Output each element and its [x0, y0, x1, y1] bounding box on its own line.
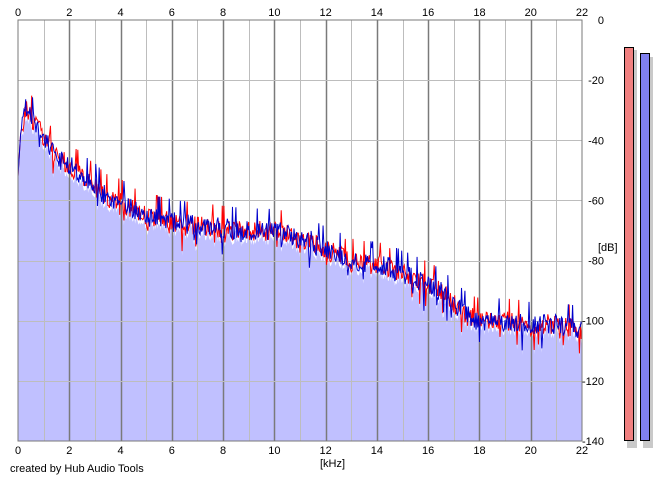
- x-tick-label-bottom: 6: [169, 445, 175, 457]
- x-tick-labels-bottom: 0 2 4 6 8 10 12 14 16 18 20 22: [15, 445, 588, 457]
- level-meter-right: [640, 53, 650, 441]
- x-tick-label-top: 14: [371, 7, 383, 19]
- x-tick-label-top: 2: [66, 7, 72, 19]
- x-tick-label-bottom: 16: [422, 445, 434, 457]
- x-tick-label-bottom: 14: [371, 445, 383, 457]
- y-tick-label: -80: [588, 256, 604, 268]
- y-tick-labels: 0 -20 -40 -60 -80 -100 -120 -140: [582, 15, 604, 448]
- x-tick-label-top: 20: [525, 7, 537, 19]
- x-tick-label-bottom: 12: [320, 445, 332, 457]
- x-tick-label-bottom: 18: [473, 445, 485, 457]
- x-tick-label-bottom: 22: [576, 445, 588, 457]
- x-tick-label-bottom: 0: [15, 445, 21, 457]
- y-tick-label: -60: [588, 195, 604, 207]
- y-tick-label: -40: [588, 135, 604, 147]
- y-tick-label: -140: [582, 436, 604, 448]
- x-tick-label-top: 10: [268, 7, 280, 19]
- x-tick-label-top: 0: [15, 7, 21, 19]
- x-tick-label-bottom: 4: [117, 445, 123, 457]
- x-tick-labels-top: 0 2 4 6 8 10 12 14 16 18 20 22: [15, 7, 588, 19]
- x-tick-label-top: 12: [320, 7, 332, 19]
- y-tick-label: 0: [598, 15, 604, 27]
- x-tick-label-top: 22: [576, 7, 588, 19]
- level-meter-left: [624, 47, 634, 441]
- x-tick-label-top: 4: [117, 7, 123, 19]
- x-tick-label-top: 6: [169, 7, 175, 19]
- y-tick-label: -100: [582, 316, 604, 328]
- x-axis-label: [kHz]: [320, 458, 345, 470]
- x-tick-label-bottom: 8: [220, 445, 226, 457]
- y-tick-label: -20: [588, 75, 604, 87]
- x-tick-label-top: 16: [422, 7, 434, 19]
- x-tick-label-top: 8: [220, 7, 226, 19]
- x-tick-label-bottom: 10: [268, 445, 280, 457]
- credit-text: created by Hub Audio Tools: [10, 463, 144, 475]
- plot-border: [17, 19, 583, 442]
- y-axis-label: [dB]: [598, 242, 618, 254]
- series-line-blue: [17, 97, 583, 351]
- x-tick-label-top: 18: [473, 7, 485, 19]
- x-tick-label-bottom: 20: [525, 445, 537, 457]
- x-tick-label-bottom: 2: [66, 445, 72, 457]
- y-tick-label: -120: [582, 376, 604, 388]
